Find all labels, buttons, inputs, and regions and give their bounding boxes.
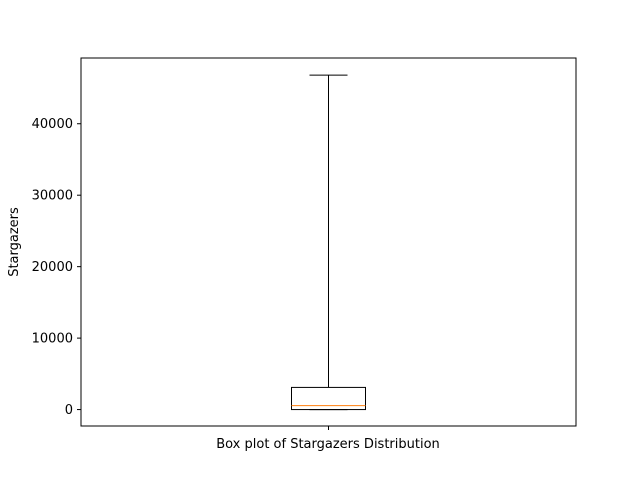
y-tick-label: 20000 bbox=[32, 260, 73, 275]
iqr-box bbox=[291, 386, 366, 411]
x-category-label: Box plot of Stargazers Distribution bbox=[216, 437, 440, 452]
y-axis-ticks: 0 10000 20000 30000 40000 bbox=[32, 117, 81, 418]
y-tick-label: 0 bbox=[65, 403, 73, 418]
box-plot bbox=[291, 74, 366, 430]
y-tick-label: 10000 bbox=[32, 332, 73, 347]
y-tick-label: 30000 bbox=[32, 189, 73, 204]
y-tick-label: 40000 bbox=[32, 117, 73, 132]
y-axis-label: Stargazers bbox=[7, 207, 22, 277]
